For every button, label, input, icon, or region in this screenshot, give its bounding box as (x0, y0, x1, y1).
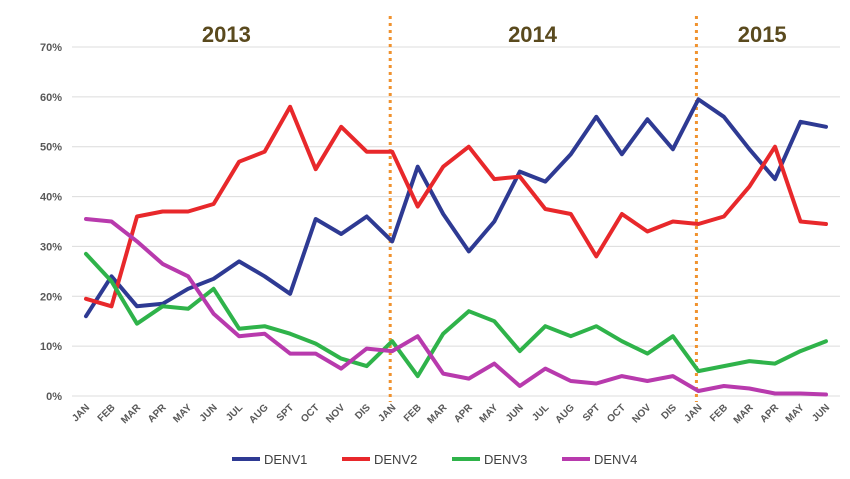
x-tick-label: AUG (553, 402, 577, 426)
y-tick-label: 50% (40, 142, 62, 154)
x-tick-label: FEB (402, 402, 424, 424)
year-labels: 2013 2014 2015 (202, 22, 787, 47)
x-tick-label: JUL (224, 402, 245, 423)
x-tick-label: JUL (530, 402, 551, 423)
legend-item-denv4: DENV4 (562, 452, 637, 467)
x-tick-label: OCT (299, 402, 322, 425)
x-tick-label: MAR (119, 402, 143, 426)
x-tick-label: APR (146, 402, 169, 425)
x-tick-label: APR (758, 402, 781, 425)
y-tick-label: 40% (40, 192, 62, 204)
x-tick-label: JAN (683, 402, 705, 424)
year-label-2014: 2014 (508, 22, 558, 47)
x-tick-label: DIS (353, 402, 373, 422)
legend-item-denv2: DENV2 (342, 452, 417, 467)
x-tick-label: SPT (581, 402, 603, 424)
x-tick-label: SPT (275, 402, 297, 424)
x-tick-label: JUN (198, 402, 220, 424)
series-lines (84, 97, 828, 397)
series-line-denv2 (84, 104, 828, 309)
x-tick-label: FEB (708, 402, 730, 424)
series-line-denv1 (84, 97, 828, 319)
legend-item-denv1: DENV1 (232, 452, 307, 467)
gridlines (72, 46, 840, 397)
x-tick-label: NOV (324, 402, 347, 425)
year-label-2013: 2013 (202, 22, 251, 47)
legend-label: DENV2 (374, 452, 417, 467)
legend-label: DENV4 (594, 452, 637, 467)
legend-label: DENV1 (264, 452, 307, 467)
year-dividers (388, 16, 698, 402)
series-line-denv4 (84, 217, 828, 397)
x-tick-label: MAY (784, 402, 807, 425)
x-tick-label: DIS (659, 402, 679, 422)
x-tick-label: OCT (605, 402, 628, 425)
x-tick-label: MAY (171, 402, 194, 425)
x-tick-label: JUN (504, 402, 526, 424)
x-tick-label: NOV (630, 402, 653, 425)
legend-label: DENV3 (484, 452, 527, 467)
x-tick-label: JAN (376, 402, 398, 424)
y-tick-label: 20% (40, 291, 62, 303)
y-tick-label: 30% (40, 241, 62, 253)
x-tick-label: FEB (96, 402, 118, 424)
x-tick-label: MAY (478, 402, 501, 425)
x-tick-label: JUN (810, 402, 832, 424)
year-label-2015: 2015 (738, 22, 787, 47)
x-tick-label: APR (452, 402, 475, 425)
x-tick-label: MAR (732, 402, 756, 426)
series-line-denv3 (84, 251, 828, 379)
y-tick-label: 10% (40, 341, 62, 353)
x-axis-ticks: JAN FEB MAR APR MAY JUN JUL AUG SPT OCT NOV DIS JAN F… (70, 402, 832, 426)
y-tick-label: 0% (46, 391, 62, 403)
legend-item-denv3: DENV3 (452, 452, 527, 467)
y-tick-label: 70% (40, 42, 62, 54)
y-axis-ticks: 0% 10% 20% 30% 40% 50% 60% 70% (40, 42, 62, 403)
legend: DENV1 DENV2 DENV3 DENV4 (232, 452, 637, 467)
x-tick-label: JAN (70, 402, 92, 424)
x-tick-label: MAR (425, 402, 449, 426)
y-tick-label: 60% (40, 92, 62, 104)
x-tick-label: AUG (247, 402, 271, 426)
